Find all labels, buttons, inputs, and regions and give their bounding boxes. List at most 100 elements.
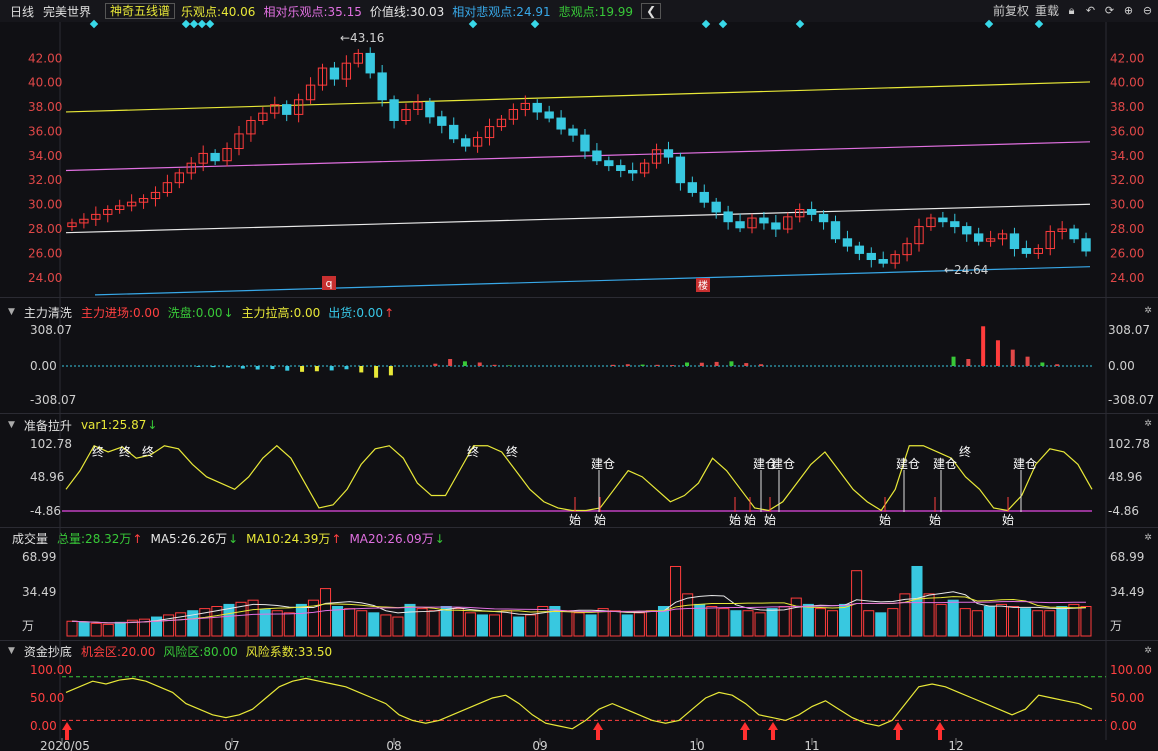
value-label: 出货:0.00↑ bbox=[328, 304, 394, 321]
five-line-rel_pessimistic bbox=[94, 266, 1091, 296]
candle-body bbox=[842, 238, 853, 247]
reload-button[interactable]: 重载 bbox=[1034, 4, 1059, 18]
candle-body bbox=[1081, 238, 1091, 252]
candle-body bbox=[687, 182, 698, 193]
collapse-icon[interactable]: ▼ bbox=[8, 307, 15, 317]
y-tick-label: 48.96 bbox=[30, 470, 64, 484]
volume-bar bbox=[513, 616, 525, 637]
value-text: 总量:28.32万 bbox=[57, 531, 132, 546]
lock-icon[interactable]: 🔒︎ bbox=[1068, 4, 1075, 17]
zoom-out-icon[interactable]: ⊖ bbox=[1142, 4, 1153, 17]
volume-bar bbox=[585, 614, 597, 637]
five-line-value: 相对乐观点:35.15 bbox=[263, 4, 362, 19]
undo-icon[interactable]: ↶ bbox=[1085, 4, 1096, 17]
arrow-down-icon: ↓ bbox=[223, 305, 234, 320]
buy-arrow-icon bbox=[935, 722, 945, 740]
y-tick-label: 万 bbox=[22, 619, 34, 633]
volume-bar bbox=[464, 612, 476, 637]
candle-body bbox=[938, 217, 948, 223]
volume-bar bbox=[295, 603, 307, 637]
value-text: 风险系数:33.50 bbox=[245, 644, 333, 659]
volume-bar bbox=[223, 603, 235, 637]
collapse-button[interactable]: ❮ bbox=[641, 3, 662, 19]
panel-header-zblsh: ▼ 准备拉升 var1:25.87↓ bbox=[0, 416, 1158, 434]
volume-bar bbox=[609, 610, 621, 637]
candle-body bbox=[616, 165, 626, 171]
volume-ma-line bbox=[72, 601, 1086, 624]
panel-name[interactable]: 成交量 bbox=[12, 531, 49, 546]
candle-body bbox=[377, 72, 387, 101]
y-tick-label: 32.00 bbox=[28, 173, 62, 187]
volume-bar bbox=[1032, 610, 1044, 637]
collapse-icon[interactable]: ▼ bbox=[8, 420, 15, 430]
adjust-button[interactable]: 前复权 bbox=[992, 4, 1029, 18]
start-label: 始 bbox=[764, 513, 776, 527]
candle-body bbox=[926, 217, 936, 228]
start-label: 始 bbox=[744, 513, 756, 527]
candle-body bbox=[890, 254, 900, 264]
y-tick-label: 26.00 bbox=[1110, 246, 1144, 260]
y-tick-label: 68.99 bbox=[22, 550, 56, 564]
y-tick-label: 0.00 bbox=[1108, 359, 1135, 373]
build-label: 建仓 bbox=[896, 457, 920, 471]
volume-bar bbox=[368, 612, 380, 637]
volume-bar bbox=[959, 608, 971, 637]
candle-body bbox=[496, 118, 507, 128]
settings-icon[interactable]: ✲ bbox=[1144, 419, 1152, 429]
y-tick-label: 30.00 bbox=[1110, 198, 1144, 212]
collapse-icon[interactable]: ▼ bbox=[8, 646, 15, 656]
candle-body bbox=[628, 169, 638, 174]
value-label: 风险区:80.00 bbox=[163, 643, 237, 660]
zlqx-bar bbox=[226, 366, 231, 368]
refresh-icon[interactable]: ⟳ bbox=[1104, 4, 1115, 17]
candle-body bbox=[914, 226, 924, 245]
volume-bar bbox=[887, 608, 899, 637]
settings-icon[interactable]: ✲ bbox=[1144, 533, 1152, 543]
five-line-value: 悲观点:19.99 bbox=[558, 4, 634, 19]
candle-body bbox=[115, 205, 125, 211]
y-tick-label: 0.00 bbox=[1110, 719, 1137, 733]
volume-bar bbox=[995, 603, 1008, 637]
panel-name[interactable]: 资金抄底 bbox=[23, 644, 72, 659]
indicator-name[interactable]: 神奇五线谱 bbox=[105, 3, 176, 19]
risk-coef-line bbox=[65, 677, 1093, 730]
toolbar-right: 前复权 重载 🔒︎ ↶ ⟳ ⊕ ⊖ bbox=[993, 2, 1154, 19]
zlqx-bar bbox=[699, 362, 704, 366]
zlqx-bar bbox=[610, 364, 615, 366]
stock-name[interactable]: 完美世界 bbox=[43, 4, 92, 19]
candle-body bbox=[699, 191, 709, 203]
volume-bar bbox=[983, 606, 995, 637]
volume-bar bbox=[271, 610, 283, 637]
zlqx-bar bbox=[759, 364, 764, 366]
candle-body bbox=[162, 182, 173, 193]
volume-bar bbox=[404, 603, 416, 637]
y-tick-label: 34.00 bbox=[1110, 149, 1144, 163]
period-label[interactable]: 日线 bbox=[10, 4, 35, 19]
settings-icon[interactable]: ✲ bbox=[1144, 646, 1152, 656]
buy-arrow-icon bbox=[893, 722, 903, 740]
x-tick-label: 07 bbox=[224, 739, 239, 751]
top-label: 终 bbox=[92, 444, 104, 459]
candle-body bbox=[651, 149, 662, 164]
volume-bar bbox=[102, 623, 114, 637]
build-label: 建仓 bbox=[753, 457, 777, 471]
zlqx-bar bbox=[640, 364, 645, 366]
panel-name[interactable]: 主力清洗 bbox=[23, 305, 72, 320]
value-text: 出货:0.00 bbox=[328, 305, 384, 320]
volume-bar bbox=[1080, 606, 1092, 637]
panel-name[interactable]: 准备拉升 bbox=[23, 418, 72, 433]
candle-body bbox=[962, 226, 972, 235]
settings-icon[interactable]: ✲ bbox=[1144, 306, 1152, 316]
zlqx-bar bbox=[462, 361, 467, 366]
marker-text: q bbox=[326, 277, 333, 290]
zoom-in-icon[interactable]: ⊕ bbox=[1123, 4, 1134, 17]
volume-bar bbox=[126, 619, 138, 637]
zlqx-bar bbox=[211, 366, 216, 368]
candle-body bbox=[413, 101, 423, 111]
volume-bar bbox=[802, 603, 814, 637]
five-line-value bbox=[65, 203, 1091, 234]
top-label: 终 bbox=[467, 444, 479, 459]
y-tick-label: 40.00 bbox=[28, 76, 62, 90]
volume-ma-line bbox=[72, 591, 1086, 624]
volume-bar bbox=[790, 597, 802, 637]
